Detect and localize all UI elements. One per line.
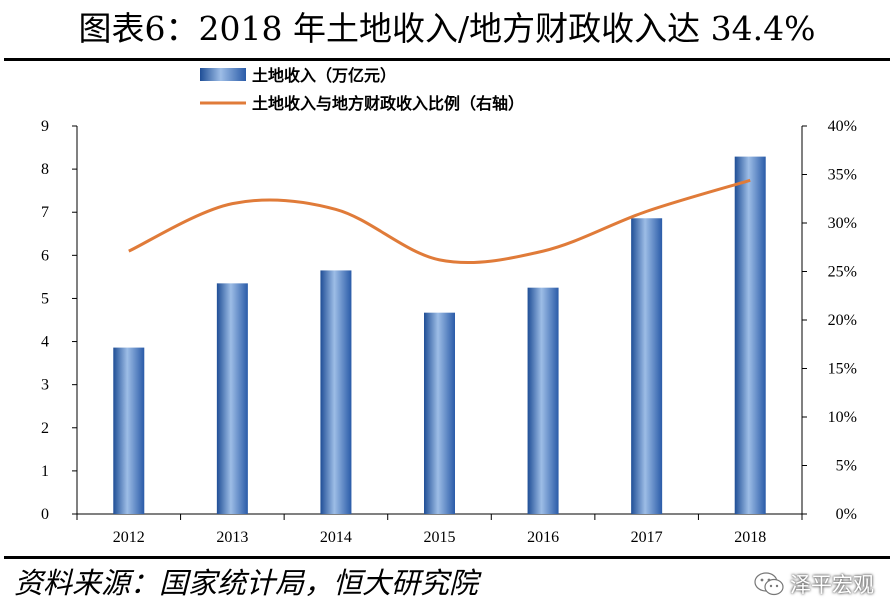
bar-2017 <box>631 218 663 514</box>
legend-swatch-bar <box>200 68 246 81</box>
right-tick-label: 0% <box>836 506 857 523</box>
x-tick-label: 2018 <box>734 529 766 546</box>
legend: 土地收入（万亿元） 土地收入与地方财政收入比例（右轴） <box>200 66 524 113</box>
bar-2015 <box>424 312 455 514</box>
bar-2012 <box>113 347 145 514</box>
right-tick-label: 15% <box>828 361 857 378</box>
right-tick-label: 40% <box>828 118 857 135</box>
right-tick-label: 30% <box>828 215 857 232</box>
bar-2013 <box>216 283 248 514</box>
left-tick-label: 0 <box>41 506 49 523</box>
source-divider <box>4 556 890 559</box>
right-tick-label: 35% <box>828 167 857 184</box>
right-tick-label: 10% <box>828 409 857 426</box>
watermark-text: 泽平宏观 <box>790 573 874 597</box>
combo-chart: 土地收入（万亿元） 土地收入与地方财政收入比例（右轴） 0 1 2 3 4 5 6 7 8 9 0%… <box>41 66 857 546</box>
source-note: 资料来源：国家统计局，恒大研究院 <box>14 566 479 600</box>
left-tick-label: 4 <box>41 334 49 351</box>
legend-label-ratio: 土地收入与地方财政收入比例（右轴） <box>252 94 524 113</box>
right-tick-label: 20% <box>828 312 857 329</box>
right-tick-label: 25% <box>828 264 857 281</box>
watermark: 泽平宏观 <box>754 566 874 602</box>
left-tick-label: 5 <box>41 290 49 307</box>
right-tick-label: 5% <box>836 458 857 475</box>
left-tick-label: 2 <box>41 420 49 437</box>
x-tick-label: 2013 <box>216 529 248 546</box>
left-tick-label: 7 <box>41 204 49 221</box>
legend-label-land-revenue: 土地收入（万亿元） <box>252 66 396 85</box>
x-tick-label: 2014 <box>320 529 352 546</box>
x-tick-label: 2012 <box>113 529 145 546</box>
left-tick-label: 8 <box>41 161 49 178</box>
x-tick-label: 2015 <box>424 529 456 546</box>
left-tick-label: 6 <box>41 247 49 264</box>
bar-2018 <box>734 156 766 514</box>
chart-title: 图表6：2018 年土地收入/地方财政收入达 34.4% <box>78 9 816 48</box>
left-tick-label: 9 <box>41 118 49 135</box>
left-tick-label: 1 <box>41 463 49 480</box>
x-tick-label: 2016 <box>527 529 559 546</box>
left-tick-label: 3 <box>41 377 49 394</box>
x-tick-label: 2017 <box>631 529 663 546</box>
title-divider <box>4 58 890 61</box>
bar-2014 <box>320 270 352 514</box>
bar-2016 <box>527 287 559 514</box>
wechat-icon <box>754 572 784 596</box>
